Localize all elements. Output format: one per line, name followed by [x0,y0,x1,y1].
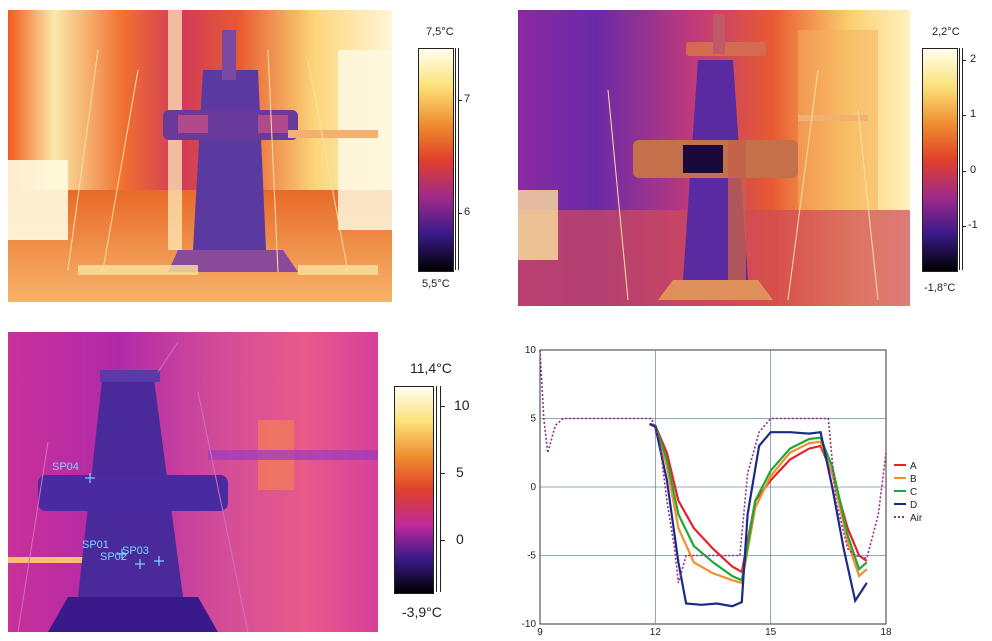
thermal-image-top-right [518,10,910,306]
scale-min-label: 5,5°C [422,278,450,290]
scale-max-label: 2,2°C [932,26,960,38]
scale-tick [962,226,966,227]
scale-tick-label: 0 [456,531,464,547]
spot-marker-sp01 [117,549,127,559]
scale-tick [458,213,462,214]
legend-label-c: C [910,487,917,498]
scale-min-label: -3,9°C [402,604,442,620]
thermal-panel-bottom-left: SP04 SP01 SP02 SP03 11,4°C 10 5 0 -3,9°C [8,332,486,632]
scale-axis-line [962,48,963,270]
scale-max-label: 7,5°C [426,26,454,38]
spot-marker-sp04 [85,473,95,483]
x-tick-label: 15 [765,627,777,636]
y-tick-label: 10 [525,345,537,356]
scale-tick-label: 10 [454,397,470,413]
scale-tick [440,540,445,541]
legend-label-air: Air [910,513,923,524]
legend-label-b: B [910,474,917,485]
scale-axis-line [440,386,441,592]
thermal-image-bottom-left-svg: SP04 SP01 SP02 SP03 [8,332,378,632]
thermal-panel-top-left: 7,5°C 7 6 5,5°C [8,10,480,302]
color-bar [418,48,454,272]
scale-min-label: -1,8°C [924,282,956,294]
thermal-image-bottom-left: SP04 SP01 SP02 SP03 [8,332,378,632]
color-bar [394,386,434,594]
thermal-image-top-left-svg [8,10,392,302]
scale-axis-line [959,48,960,270]
thermal-panel-top-right: 2,2°C 2 1 0 -1 -1,8°C [518,10,992,306]
series-line-air [539,349,887,584]
y-tick-label: 5 [530,414,536,425]
scale-tick-label: 6 [464,206,471,218]
spot-marker-sp03 [154,556,164,566]
scale-tick-label: 0 [970,164,977,176]
y-tick-label: -10 [522,619,537,630]
scale-tick [962,115,966,116]
color-bar [922,48,958,272]
scale-tick-label: 5 [456,464,464,480]
scale-tick [440,406,445,407]
spot-label-sp02: SP02 [100,551,127,563]
y-tick-label: 0 [530,482,536,493]
scale-tick [440,473,445,474]
scale-axis-line [436,386,437,592]
scale-tick [962,60,966,61]
legend-label-d: D [910,500,917,511]
scale-tick [962,171,966,172]
spot-label-sp04: SP04 [52,461,79,473]
scale-tick-label: 7 [464,93,471,105]
x-tick-label: 9 [537,627,543,636]
legend-label-a: A [910,461,917,472]
temperature-line-chart: 9 12 15 18 10 5 0 -5 -10 A B C D Air [508,338,988,638]
series-line-b [649,422,868,585]
scale-tick-label: 2 [970,53,977,65]
x-tick-label: 12 [650,627,662,636]
scale-tick-label: 1 [970,108,977,120]
thermal-image-top-left [8,10,392,302]
series-line-c [649,422,868,582]
x-tick-label: 18 [880,627,892,636]
scale-axis-line [455,48,456,270]
scale-tick-label: -1 [968,219,978,231]
color-scale-bottom-left: 11,4°C 10 5 0 -3,9°C [384,332,486,632]
spot-label-sp03: SP03 [122,545,149,557]
spot-label-sp01: SP01 [82,539,109,551]
scale-tick [458,100,462,101]
series-line-d [649,423,868,608]
color-scale-top-right: 2,2°C 2 1 0 -1 -1,8°C [914,10,992,306]
y-tick-label: -5 [527,551,536,562]
scale-max-label: 11,4°C [410,360,452,376]
spot-marker-sp02 [135,559,145,569]
scale-axis-line [458,48,459,270]
color-scale-top-left: 7,5°C 7 6 5,5°C [408,10,480,302]
thermal-image-top-right-svg [518,10,910,306]
